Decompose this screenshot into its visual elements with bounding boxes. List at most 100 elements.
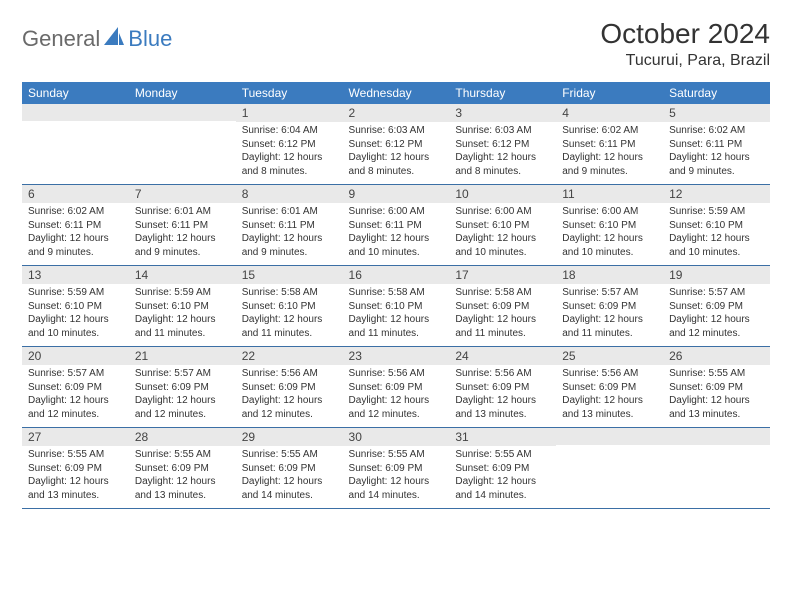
month-title: October 2024 [600, 18, 770, 50]
sunset-text: Sunset: 6:11 PM [242, 219, 337, 233]
sunrise-text: Sunrise: 5:59 AM [135, 286, 230, 300]
day-cell [129, 104, 236, 185]
day-number: 28 [129, 428, 236, 446]
day-body [22, 121, 129, 179]
day-body: Sunrise: 5:58 AMSunset: 6:09 PMDaylight:… [449, 284, 556, 346]
day-body: Sunrise: 5:58 AMSunset: 6:10 PMDaylight:… [236, 284, 343, 346]
day-cell: 15Sunrise: 5:58 AMSunset: 6:10 PMDayligh… [236, 266, 343, 347]
day-cell: 22Sunrise: 5:56 AMSunset: 6:09 PMDayligh… [236, 347, 343, 428]
day-body [663, 445, 770, 503]
day-cell: 19Sunrise: 5:57 AMSunset: 6:09 PMDayligh… [663, 266, 770, 347]
day-number: 22 [236, 347, 343, 365]
sunrise-text: Sunrise: 6:00 AM [349, 205, 444, 219]
day-header: Monday [129, 82, 236, 104]
daylight-text: Daylight: 12 hours and 11 minutes. [349, 313, 444, 340]
sunset-text: Sunset: 6:10 PM [242, 300, 337, 314]
day-number: 9 [343, 185, 450, 203]
sunset-text: Sunset: 6:09 PM [135, 381, 230, 395]
day-number: 30 [343, 428, 450, 446]
day-body: Sunrise: 5:56 AMSunset: 6:09 PMDaylight:… [343, 365, 450, 427]
day-cell: 27Sunrise: 5:55 AMSunset: 6:09 PMDayligh… [22, 428, 129, 509]
week-row: 1Sunrise: 6:04 AMSunset: 6:12 PMDaylight… [22, 104, 770, 185]
day-number [22, 104, 129, 121]
day-body: Sunrise: 5:59 AMSunset: 6:10 PMDaylight:… [129, 284, 236, 346]
day-cell: 9Sunrise: 6:00 AMSunset: 6:11 PMDaylight… [343, 185, 450, 266]
day-body: Sunrise: 6:02 AMSunset: 6:11 PMDaylight:… [663, 122, 770, 184]
day-cell: 29Sunrise: 5:55 AMSunset: 6:09 PMDayligh… [236, 428, 343, 509]
sunset-text: Sunset: 6:09 PM [28, 381, 123, 395]
day-cell: 23Sunrise: 5:56 AMSunset: 6:09 PMDayligh… [343, 347, 450, 428]
sunrise-text: Sunrise: 5:55 AM [349, 448, 444, 462]
day-body: Sunrise: 5:57 AMSunset: 6:09 PMDaylight:… [22, 365, 129, 427]
day-header: Saturday [663, 82, 770, 104]
sunset-text: Sunset: 6:12 PM [455, 138, 550, 152]
daylight-text: Daylight: 12 hours and 9 minutes. [135, 232, 230, 259]
sunrise-text: Sunrise: 5:56 AM [242, 367, 337, 381]
day-cell: 17Sunrise: 5:58 AMSunset: 6:09 PMDayligh… [449, 266, 556, 347]
day-header: Friday [556, 82, 663, 104]
day-cell: 2Sunrise: 6:03 AMSunset: 6:12 PMDaylight… [343, 104, 450, 185]
day-number: 16 [343, 266, 450, 284]
sunrise-text: Sunrise: 5:56 AM [349, 367, 444, 381]
sunrise-text: Sunrise: 6:04 AM [242, 124, 337, 138]
day-cell: 11Sunrise: 6:00 AMSunset: 6:10 PMDayligh… [556, 185, 663, 266]
day-number: 23 [343, 347, 450, 365]
header: General Blue October 2024 Tucurui, Para,… [22, 18, 770, 70]
day-body: Sunrise: 6:00 AMSunset: 6:11 PMDaylight:… [343, 203, 450, 265]
day-number: 10 [449, 185, 556, 203]
day-cell: 7Sunrise: 6:01 AMSunset: 6:11 PMDaylight… [129, 185, 236, 266]
day-number: 3 [449, 104, 556, 122]
daylight-text: Daylight: 12 hours and 9 minutes. [242, 232, 337, 259]
day-cell: 26Sunrise: 5:55 AMSunset: 6:09 PMDayligh… [663, 347, 770, 428]
day-body: Sunrise: 6:03 AMSunset: 6:12 PMDaylight:… [449, 122, 556, 184]
daylight-text: Daylight: 12 hours and 11 minutes. [242, 313, 337, 340]
sunset-text: Sunset: 6:12 PM [349, 138, 444, 152]
daylight-text: Daylight: 12 hours and 14 minutes. [455, 475, 550, 502]
day-number: 7 [129, 185, 236, 203]
sunrise-text: Sunrise: 5:55 AM [455, 448, 550, 462]
day-header-row: Sunday Monday Tuesday Wednesday Thursday… [22, 82, 770, 104]
daylight-text: Daylight: 12 hours and 11 minutes. [135, 313, 230, 340]
day-number: 29 [236, 428, 343, 446]
day-cell: 30Sunrise: 5:55 AMSunset: 6:09 PMDayligh… [343, 428, 450, 509]
daylight-text: Daylight: 12 hours and 12 minutes. [669, 313, 764, 340]
day-cell [556, 428, 663, 509]
day-cell [663, 428, 770, 509]
day-header: Sunday [22, 82, 129, 104]
day-body: Sunrise: 5:55 AMSunset: 6:09 PMDaylight:… [22, 446, 129, 508]
daylight-text: Daylight: 12 hours and 8 minutes. [455, 151, 550, 178]
sunrise-text: Sunrise: 5:58 AM [242, 286, 337, 300]
sunrise-text: Sunrise: 5:57 AM [135, 367, 230, 381]
sunset-text: Sunset: 6:09 PM [349, 462, 444, 476]
sunset-text: Sunset: 6:10 PM [135, 300, 230, 314]
daylight-text: Daylight: 12 hours and 13 minutes. [28, 475, 123, 502]
day-body: Sunrise: 5:56 AMSunset: 6:09 PMDaylight:… [236, 365, 343, 427]
sunrise-text: Sunrise: 5:55 AM [28, 448, 123, 462]
day-body: Sunrise: 6:03 AMSunset: 6:12 PMDaylight:… [343, 122, 450, 184]
daylight-text: Daylight: 12 hours and 13 minutes. [455, 394, 550, 421]
sunset-text: Sunset: 6:09 PM [349, 381, 444, 395]
day-body: Sunrise: 5:56 AMSunset: 6:09 PMDaylight:… [556, 365, 663, 427]
sunrise-text: Sunrise: 6:02 AM [669, 124, 764, 138]
day-number: 31 [449, 428, 556, 446]
daylight-text: Daylight: 12 hours and 12 minutes. [28, 394, 123, 421]
daylight-text: Daylight: 12 hours and 13 minutes. [135, 475, 230, 502]
sunrise-text: Sunrise: 5:58 AM [455, 286, 550, 300]
day-body: Sunrise: 5:59 AMSunset: 6:10 PMDaylight:… [663, 203, 770, 265]
day-body: Sunrise: 6:01 AMSunset: 6:11 PMDaylight:… [236, 203, 343, 265]
sunrise-text: Sunrise: 5:55 AM [669, 367, 764, 381]
day-cell: 18Sunrise: 5:57 AMSunset: 6:09 PMDayligh… [556, 266, 663, 347]
sunset-text: Sunset: 6:09 PM [455, 381, 550, 395]
sunset-text: Sunset: 6:11 PM [562, 138, 657, 152]
sunrise-text: Sunrise: 6:02 AM [28, 205, 123, 219]
daylight-text: Daylight: 12 hours and 11 minutes. [455, 313, 550, 340]
sunset-text: Sunset: 6:09 PM [135, 462, 230, 476]
daylight-text: Daylight: 12 hours and 11 minutes. [562, 313, 657, 340]
week-row: 6Sunrise: 6:02 AMSunset: 6:11 PMDaylight… [22, 185, 770, 266]
sunrise-text: Sunrise: 5:57 AM [28, 367, 123, 381]
day-cell: 14Sunrise: 5:59 AMSunset: 6:10 PMDayligh… [129, 266, 236, 347]
daylight-text: Daylight: 12 hours and 10 minutes. [455, 232, 550, 259]
day-cell: 8Sunrise: 6:01 AMSunset: 6:11 PMDaylight… [236, 185, 343, 266]
daylight-text: Daylight: 12 hours and 9 minutes. [562, 151, 657, 178]
day-number [556, 428, 663, 445]
